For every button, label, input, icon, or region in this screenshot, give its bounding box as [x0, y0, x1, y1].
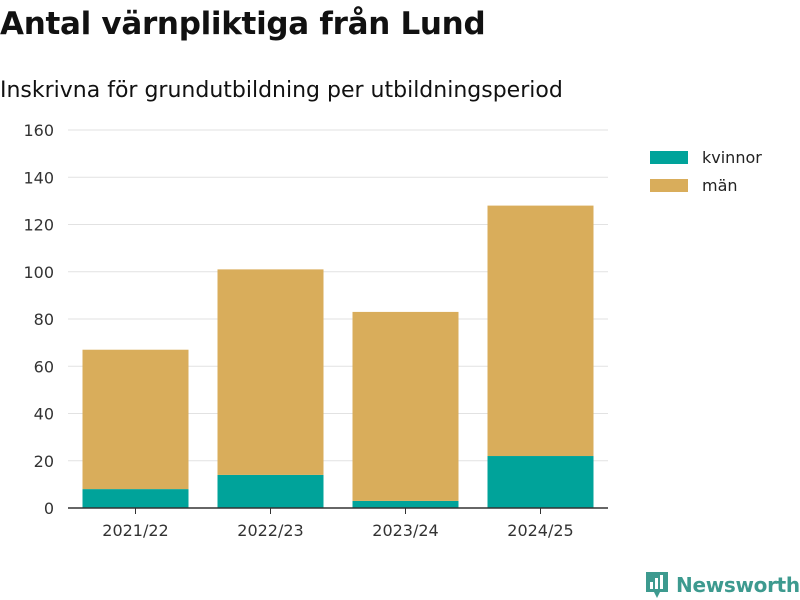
bar-kvinnor-2023-24 [352, 500, 459, 508]
x-tick-label: 2022/23 [237, 521, 303, 540]
x-tick-label: 2021/22 [102, 521, 168, 540]
x-tick-label: 2024/25 [507, 521, 573, 540]
newsworthy-logo-icon [646, 572, 668, 598]
newsworthy-logo: Newsworthy [644, 570, 800, 600]
y-axis: 0 20 40 60 80 100 120 140 160 [23, 121, 54, 518]
y-tick-label: 160 [23, 121, 54, 140]
y-tick-label: 20 [34, 452, 54, 471]
chart-subtitle: Inskrivna för grundutbildning per utbild… [0, 78, 563, 103]
y-tick-label: 80 [34, 310, 54, 329]
bar-kvinnor-2024-25 [487, 456, 594, 508]
bar-män-2021-22 [82, 349, 189, 490]
bar-kvinnor-2022-23 [217, 474, 324, 508]
bars [82, 205, 594, 508]
x-tick-label: 2023/24 [372, 521, 438, 540]
chart-title: Antal värnpliktiga från Lund [0, 6, 486, 42]
bar-män-2023-24 [352, 311, 459, 501]
bar-män-2024-25 [487, 205, 594, 457]
legend-swatch-män [650, 179, 688, 192]
legend: kvinnor män [650, 148, 762, 195]
y-tick-label: 120 [23, 216, 54, 235]
newsworthy-logo-text: Newsworthy [676, 573, 800, 597]
x-axis: 2021/22 2022/23 2023/24 2024/25 [68, 507, 608, 540]
y-tick-label: 140 [23, 168, 54, 187]
legend-label-män: män [702, 176, 738, 195]
y-tick-label: 0 [44, 499, 54, 518]
legend-swatch-kvinnor [650, 151, 688, 164]
legend-label-kvinnor: kvinnor [702, 148, 762, 167]
y-tick-label: 100 [23, 263, 54, 282]
y-tick-label: 40 [34, 405, 54, 424]
bar-män-2022-23 [217, 269, 324, 475]
y-tick-label: 60 [34, 357, 54, 376]
bar-kvinnor-2021-22 [82, 489, 189, 508]
